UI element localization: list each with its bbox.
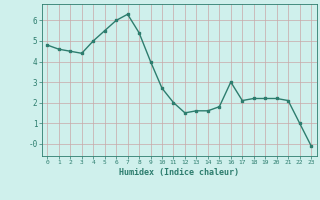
X-axis label: Humidex (Indice chaleur): Humidex (Indice chaleur)	[119, 168, 239, 177]
